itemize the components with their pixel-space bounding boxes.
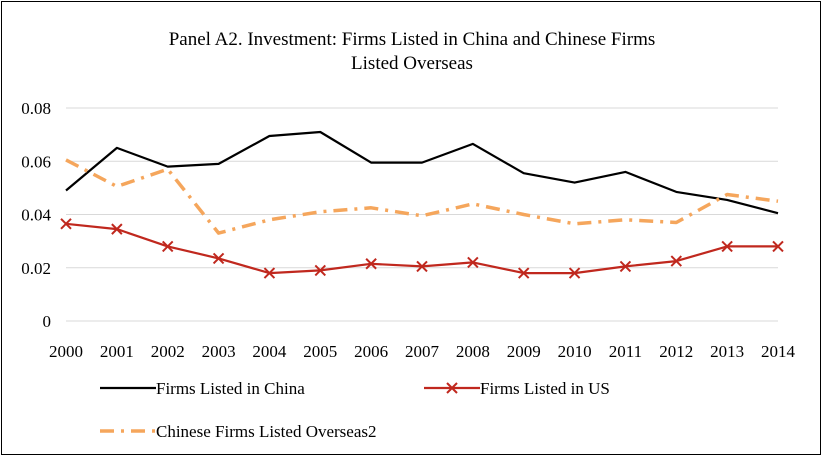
x-tick-label: 2013 bbox=[710, 342, 744, 361]
y-tick-label: 0.04 bbox=[21, 206, 51, 225]
series-line-2 bbox=[65, 158, 779, 235]
x-tick-label: 2007 bbox=[405, 342, 440, 361]
legend-item: Firms Listed in US bbox=[424, 379, 610, 398]
legend-item: Chinese Firms Listed Overseas2 bbox=[100, 422, 377, 441]
data-point-marker bbox=[314, 264, 326, 277]
data-point-marker bbox=[162, 240, 174, 253]
chart-title-line-1: Panel A2. Investment: Firms Listed in Ch… bbox=[169, 29, 656, 50]
x-tick-label: 2003 bbox=[202, 342, 236, 361]
y-tick-label: 0.06 bbox=[21, 152, 51, 171]
x-tick-label: 2011 bbox=[609, 342, 642, 361]
data-point-marker bbox=[446, 382, 458, 394]
data-point-marker bbox=[467, 256, 479, 269]
x-tick-label: 2008 bbox=[456, 342, 490, 361]
legend-item: Firms Listed in China bbox=[100, 379, 305, 398]
x-tick-label: 2009 bbox=[507, 342, 541, 361]
data-point-marker bbox=[518, 267, 530, 279]
chart-title-line-2: Listed Overseas bbox=[351, 53, 473, 74]
data-point-marker bbox=[212, 252, 225, 265]
data-point-marker bbox=[772, 240, 784, 253]
data-point-marker bbox=[670, 255, 682, 267]
data-point-marker bbox=[263, 267, 276, 279]
data-point-marker bbox=[416, 260, 428, 273]
legend-label: Firms Listed in US bbox=[480, 379, 610, 398]
y-tick-label: 0.02 bbox=[21, 259, 51, 278]
data-point-marker bbox=[111, 223, 123, 235]
gridlines bbox=[66, 107, 778, 269]
x-tick-label: 2006 bbox=[354, 342, 388, 361]
x-tick-label: 2001 bbox=[100, 342, 134, 361]
series-group bbox=[60, 130, 784, 279]
data-point-marker bbox=[365, 258, 377, 270]
data-point-marker bbox=[568, 267, 581, 279]
data-point-marker bbox=[60, 218, 72, 230]
series-line-0 bbox=[65, 130, 779, 215]
x-tick-label: 2012 bbox=[659, 342, 693, 361]
x-tick-label: 2005 bbox=[303, 342, 337, 361]
x-tick-label: 2014 bbox=[761, 342, 796, 361]
y-tick-label: 0.08 bbox=[21, 99, 51, 118]
data-point-marker bbox=[721, 240, 733, 253]
x-tick-label: 2000 bbox=[49, 342, 83, 361]
x-tick-label: 2010 bbox=[558, 342, 592, 361]
data-point-marker bbox=[619, 260, 632, 273]
x-tick-label: 2004 bbox=[252, 342, 287, 361]
axes: 0 0.02 0.04 0.06 0.08 2000 2001 2002 2003 2004 200… bbox=[21, 99, 795, 361]
legend-label: Chinese Firms Listed Overseas2 bbox=[156, 422, 377, 441]
legend: Firms Listed in China Firms Listed in US C… bbox=[100, 379, 610, 441]
x-tick-label: 2002 bbox=[151, 342, 185, 361]
y-tick-label: 0 bbox=[43, 312, 52, 331]
legend-label: Firms Listed in China bbox=[156, 379, 305, 398]
